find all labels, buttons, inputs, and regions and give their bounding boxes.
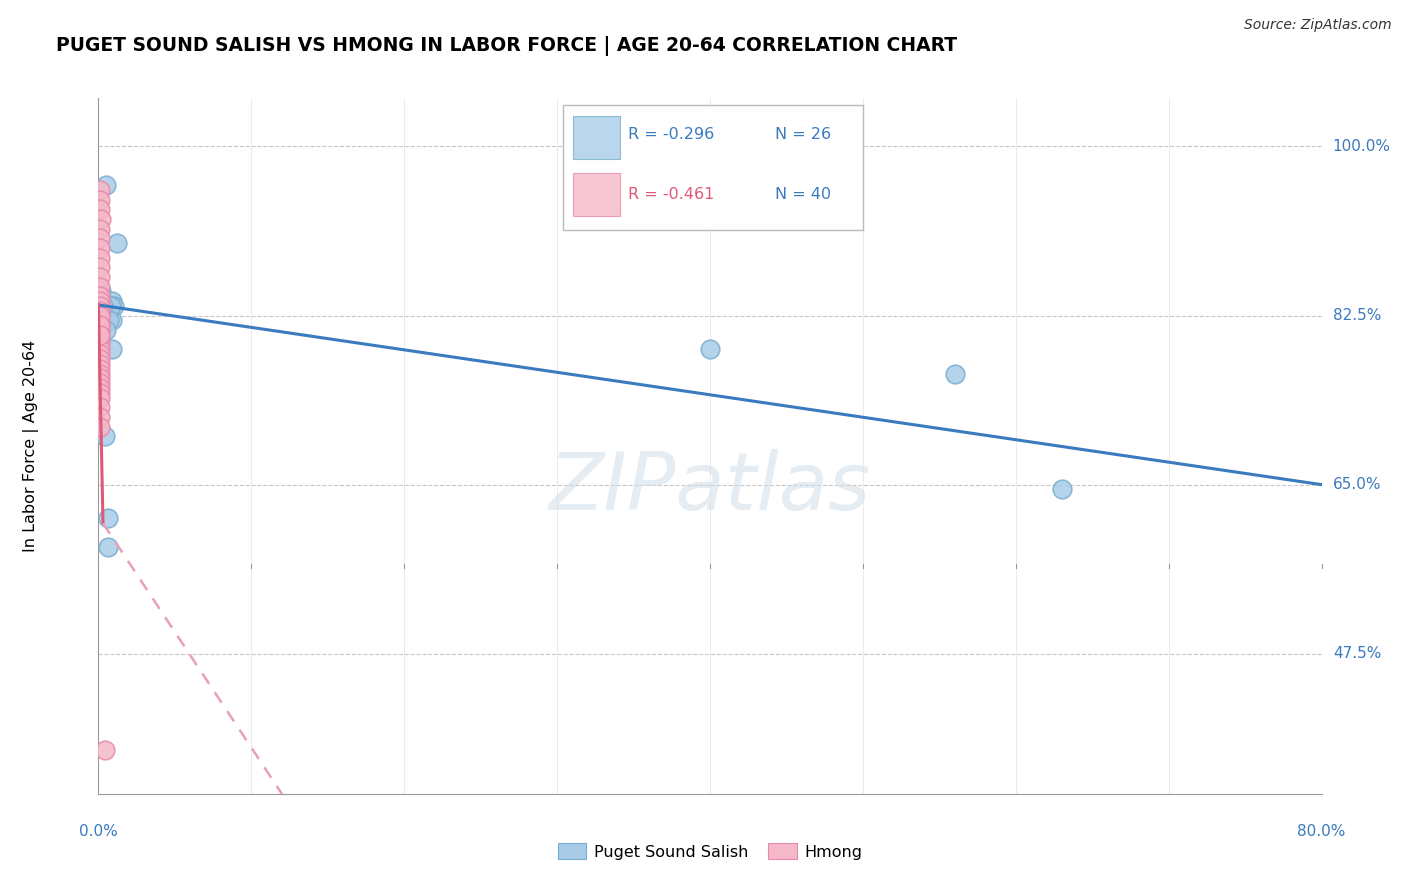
Point — [89, 260, 111, 275]
Point — [89, 313, 111, 327]
Point — [105, 236, 128, 251]
Text: N = 26: N = 26 — [775, 128, 831, 143]
Point — [98, 313, 121, 327]
Text: ZIPatlas: ZIPatlas — [548, 449, 872, 527]
Text: PUGET SOUND SALISH VS HMONG IN LABOR FORCE | AGE 20-64 CORRELATION CHART: PUGET SOUND SALISH VS HMONG IN LABOR FOR… — [56, 36, 957, 55]
Text: 65.0%: 65.0% — [1333, 477, 1381, 492]
FancyBboxPatch shape — [574, 173, 620, 217]
Point — [89, 318, 111, 333]
Point — [100, 299, 122, 313]
Point — [1050, 483, 1073, 497]
Point — [97, 511, 120, 525]
Point — [89, 289, 111, 303]
Point — [89, 241, 111, 255]
Text: R = -0.296: R = -0.296 — [628, 128, 714, 143]
Point — [89, 419, 111, 434]
Point — [103, 299, 125, 313]
Point — [91, 294, 114, 309]
Point — [89, 299, 111, 313]
Point — [89, 361, 111, 376]
Point — [89, 371, 111, 385]
Text: 100.0%: 100.0% — [1333, 139, 1391, 154]
Point — [100, 299, 122, 313]
Point — [93, 429, 115, 443]
Point — [93, 743, 115, 757]
Text: 0.0%: 0.0% — [79, 824, 118, 839]
Text: 82.5%: 82.5% — [1333, 308, 1381, 323]
Point — [89, 231, 111, 245]
Point — [100, 299, 122, 313]
Text: 80.0%: 80.0% — [1298, 824, 1346, 839]
Point — [89, 303, 111, 318]
Point — [943, 367, 966, 381]
Point — [89, 347, 111, 361]
Point — [89, 221, 111, 235]
Point — [89, 279, 111, 293]
Point — [90, 289, 112, 303]
Text: 47.5%: 47.5% — [1333, 647, 1381, 661]
Point — [91, 318, 114, 333]
Point — [90, 285, 112, 299]
Point — [699, 343, 721, 357]
FancyBboxPatch shape — [574, 115, 620, 159]
Point — [101, 313, 124, 327]
Point — [89, 357, 111, 371]
Point — [89, 294, 111, 309]
Point — [89, 333, 111, 347]
Point — [89, 309, 111, 323]
Point — [94, 178, 117, 193]
Legend: Puget Sound Salish, Hmong: Puget Sound Salish, Hmong — [551, 837, 869, 866]
Point — [89, 327, 111, 342]
Point — [89, 251, 111, 265]
Point — [101, 343, 124, 357]
Point — [89, 303, 111, 318]
Point — [89, 376, 111, 391]
Point — [97, 541, 120, 555]
Point — [89, 269, 111, 284]
Point — [89, 385, 111, 400]
Point — [89, 401, 111, 415]
Point — [89, 337, 111, 351]
Point — [101, 294, 124, 309]
Point — [94, 323, 117, 337]
FancyBboxPatch shape — [564, 105, 863, 230]
Point — [90, 211, 112, 226]
Point — [93, 313, 115, 327]
Point — [89, 183, 111, 197]
Point — [89, 202, 111, 217]
Point — [89, 323, 111, 337]
Text: R = -0.461: R = -0.461 — [628, 186, 714, 202]
Point — [91, 299, 114, 313]
Point — [89, 381, 111, 395]
Point — [89, 318, 111, 333]
Point — [89, 410, 111, 425]
Point — [89, 343, 111, 357]
Point — [89, 351, 111, 366]
Point — [89, 391, 111, 405]
Text: In Labor Force | Age 20-64: In Labor Force | Age 20-64 — [22, 340, 39, 552]
Point — [89, 193, 111, 207]
Point — [90, 299, 112, 313]
Point — [89, 309, 111, 323]
Point — [89, 327, 111, 342]
Text: N = 40: N = 40 — [775, 186, 831, 202]
Text: Source: ZipAtlas.com: Source: ZipAtlas.com — [1244, 18, 1392, 32]
Point — [91, 294, 114, 309]
Point — [89, 367, 111, 381]
